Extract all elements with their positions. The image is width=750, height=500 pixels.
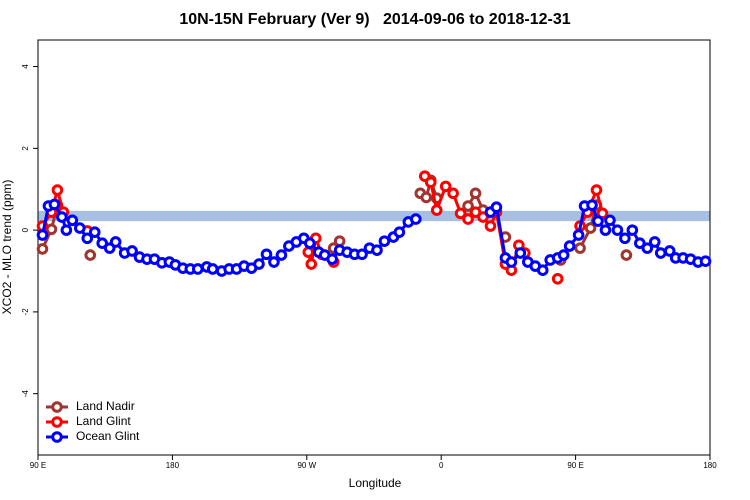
y-tick-label: -2	[21, 308, 30, 316]
data-point	[371, 244, 383, 256]
data-point	[469, 187, 482, 200]
data-point	[611, 224, 624, 236]
data-point	[620, 249, 633, 261]
y-tick-label: 2	[21, 146, 30, 151]
y-axis-label: XCO2 - MLO trend (ppm)	[0, 180, 14, 315]
data-point	[477, 211, 489, 223]
data-point	[48, 198, 61, 211]
data-point	[36, 229, 49, 241]
legend-label: Land Glint	[76, 414, 131, 428]
data-point	[584, 222, 597, 234]
data-point	[56, 211, 68, 223]
data-point	[654, 247, 667, 259]
data-point	[96, 237, 109, 250]
x-tick-label: 90 W	[297, 461, 316, 470]
data-point	[45, 223, 58, 236]
data-point	[333, 235, 346, 247]
data-point	[51, 184, 64, 196]
legend-marker	[51, 401, 63, 413]
x-tick-label: 90 E	[567, 461, 583, 470]
data-point	[590, 184, 603, 196]
data-point	[514, 247, 527, 259]
data-point	[424, 176, 437, 189]
data-point	[275, 249, 288, 261]
data-point	[60, 224, 73, 236]
chart-title: 10N-15N February (Ver 9) 2014-09-06 to 2…	[179, 11, 570, 28]
data-point	[699, 255, 712, 267]
data-point	[326, 253, 338, 265]
data-point	[88, 226, 101, 238]
data-point	[305, 258, 318, 270]
data-point	[469, 206, 482, 218]
data-point	[586, 199, 598, 211]
data-point	[302, 246, 315, 259]
data-point	[84, 249, 97, 261]
data-point	[439, 180, 452, 193]
legend-marker	[51, 431, 63, 443]
data-point	[126, 245, 138, 257]
data-point	[572, 229, 585, 241]
data-point	[557, 249, 570, 261]
x-axis-label: Longitude	[349, 476, 402, 490]
data-point	[447, 187, 459, 200]
data-point	[536, 264, 549, 276]
x-tick-label: 180	[166, 461, 180, 470]
data-point	[619, 232, 631, 245]
data-point	[563, 240, 576, 252]
data-point	[109, 236, 122, 248]
data-point	[430, 204, 443, 216]
data-point	[626, 224, 639, 236]
data-point	[551, 272, 564, 285]
y-tick-label: -4	[21, 390, 30, 398]
data-point	[191, 263, 204, 275]
data-point	[505, 256, 518, 268]
y-tick-label: 4	[21, 64, 30, 69]
data-point	[253, 258, 265, 270]
reference-band	[38, 210, 710, 222]
data-point	[648, 236, 661, 248]
data-point	[393, 226, 406, 238]
legend-label: Land Nadir	[76, 399, 135, 413]
data-point	[490, 201, 503, 214]
data-point	[268, 256, 280, 268]
legend-marker	[51, 416, 63, 428]
data-point	[604, 214, 616, 227]
data-point	[574, 242, 586, 254]
data-point	[81, 232, 94, 245]
data-point	[356, 248, 368, 261]
data-point	[462, 213, 474, 225]
data-point	[36, 243, 49, 255]
data-point	[410, 213, 422, 225]
x-tick-label: 90 E	[30, 461, 46, 470]
data-point	[592, 215, 604, 227]
data-point	[462, 200, 474, 212]
data-point	[634, 237, 646, 250]
data-point	[663, 245, 676, 257]
data-point	[303, 237, 316, 250]
data-point	[484, 220, 497, 232]
data-point	[378, 235, 391, 247]
data-point	[641, 242, 654, 254]
y-tick-label: 0	[21, 227, 30, 232]
legend-label: Ocean Glint	[76, 429, 140, 443]
data-point	[66, 214, 79, 227]
x-tick-label: 180	[703, 461, 717, 470]
data-point	[599, 224, 612, 236]
x-tick-label: 0	[439, 461, 444, 470]
data-point	[206, 263, 219, 275]
data-point	[260, 248, 273, 261]
data-point	[420, 191, 433, 204]
data-point	[74, 222, 86, 234]
data-point	[454, 207, 467, 220]
